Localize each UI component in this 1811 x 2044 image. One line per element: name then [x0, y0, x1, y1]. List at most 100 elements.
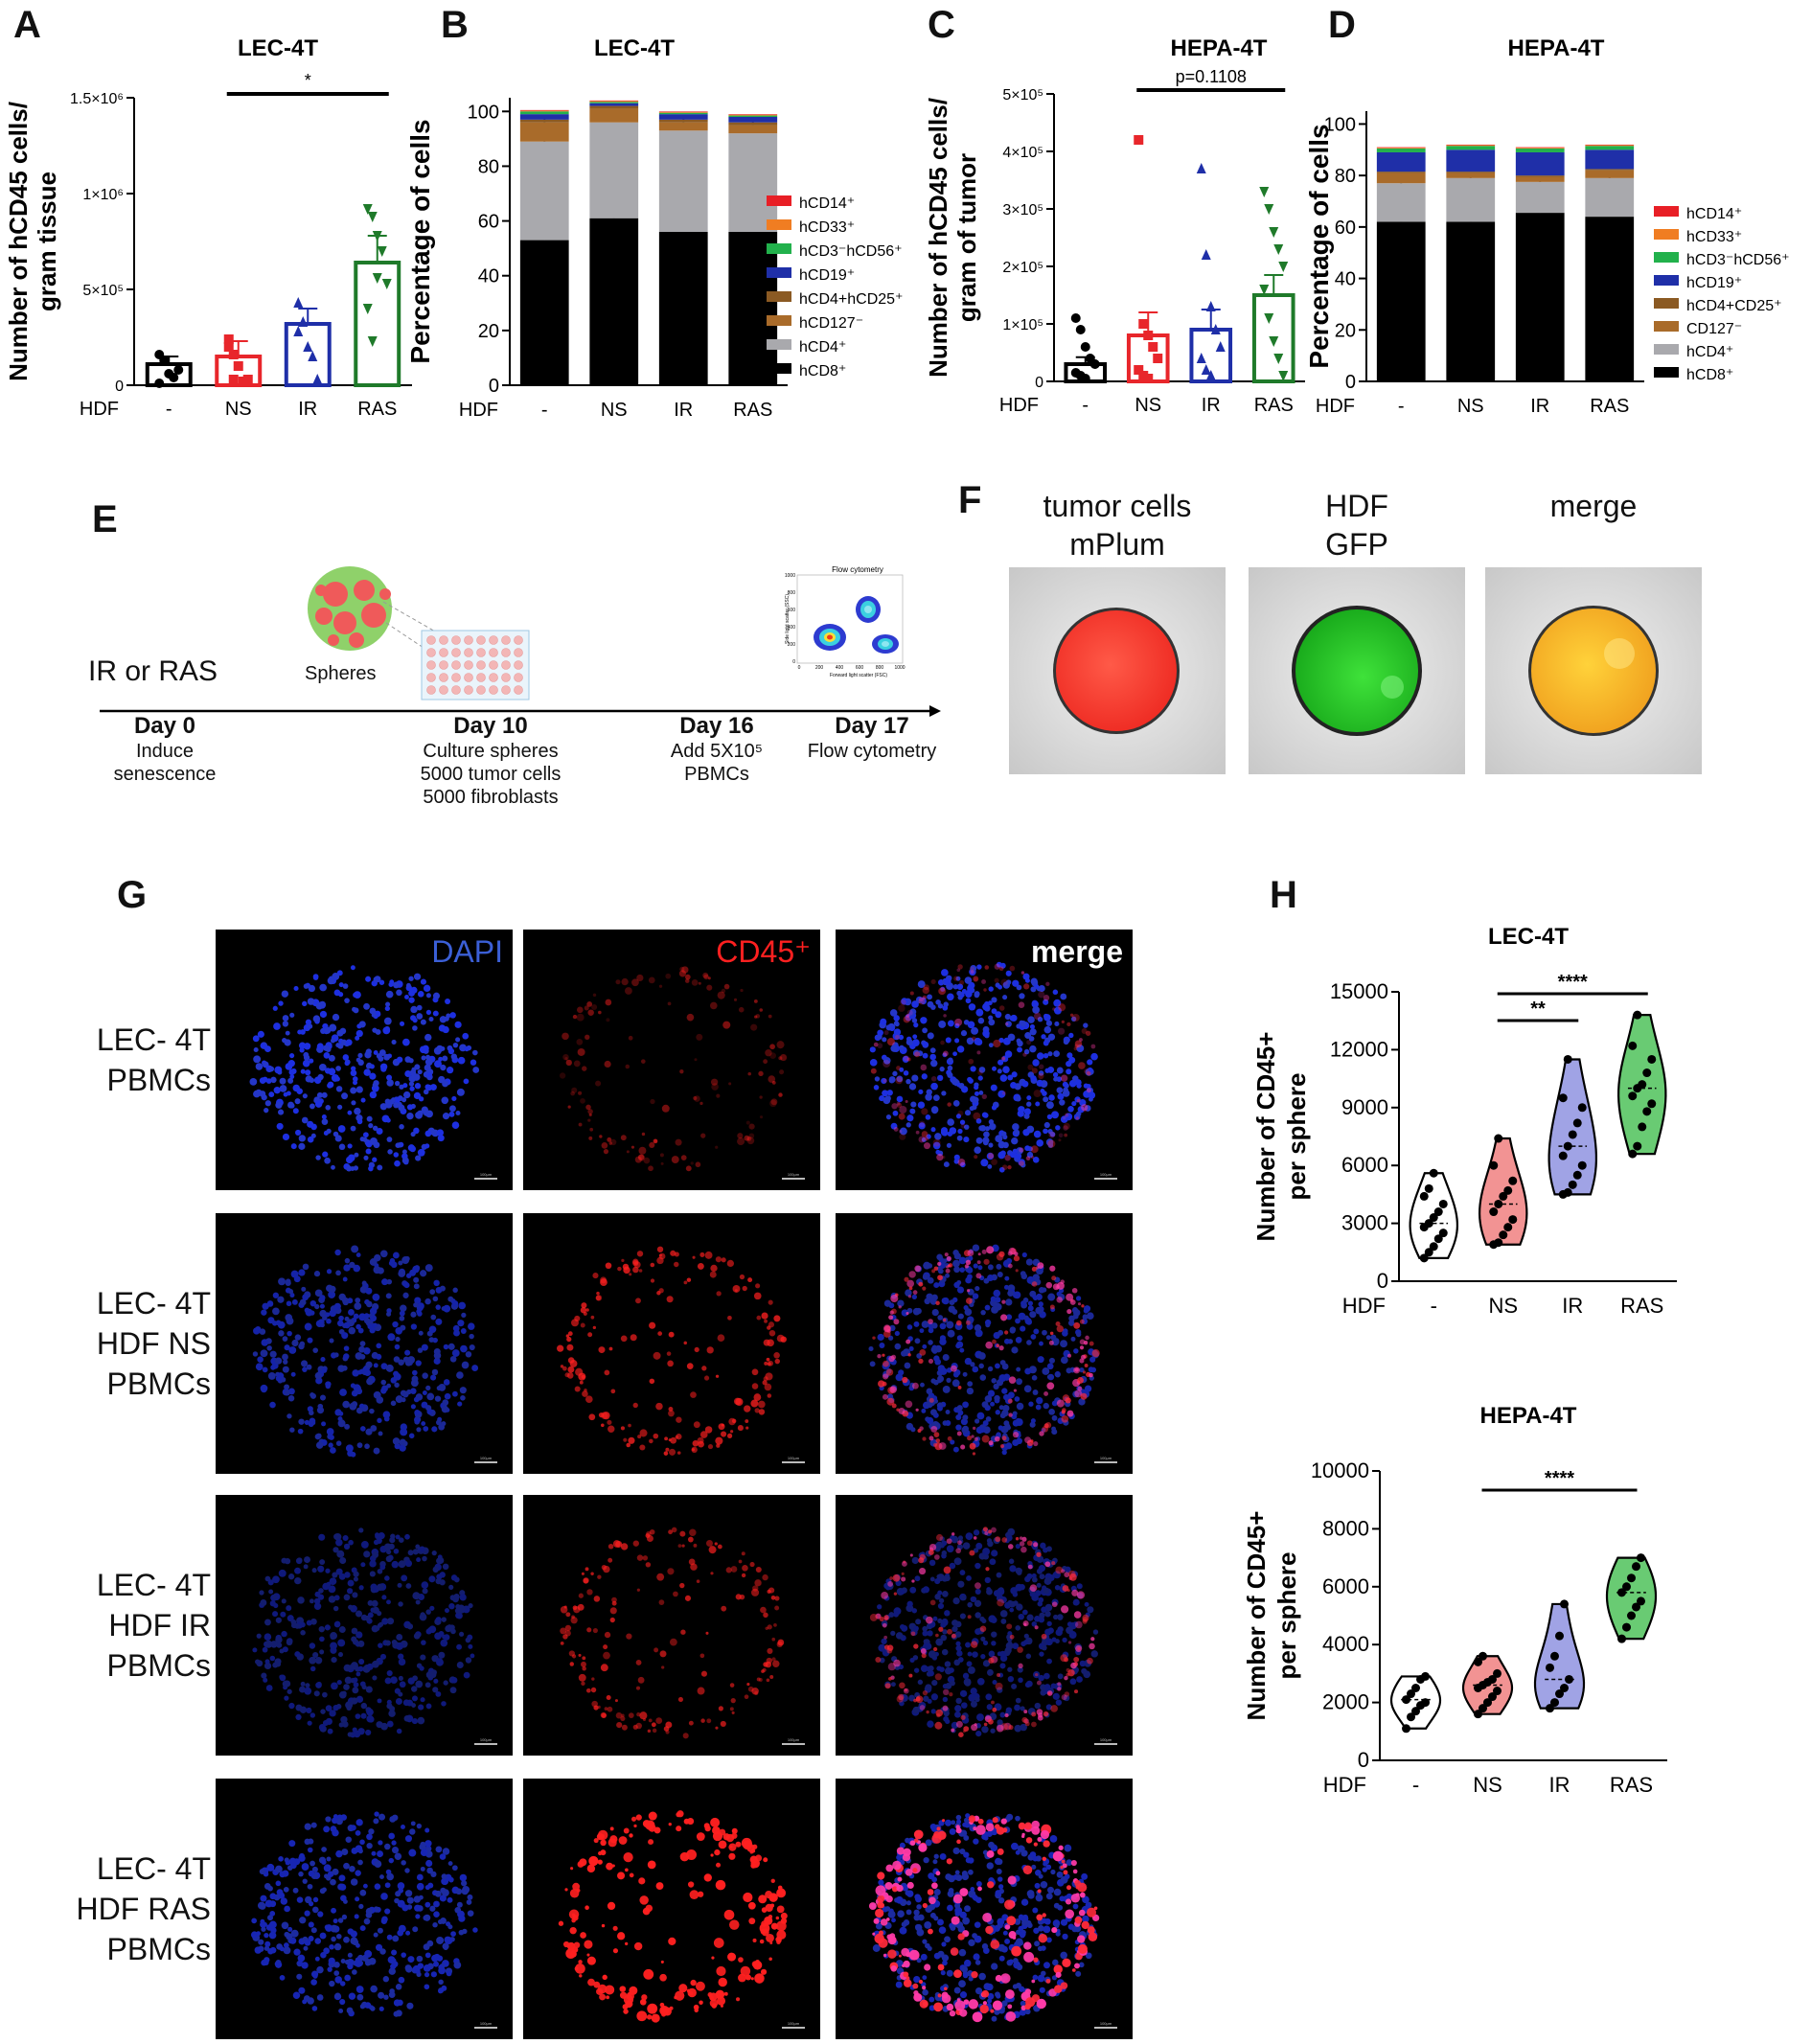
nucleus — [432, 1921, 438, 1928]
nucleus — [360, 1702, 368, 1710]
cd45-cell — [590, 1315, 595, 1320]
nucleus — [383, 1994, 389, 2000]
sphere-illustration — [308, 566, 451, 651]
stacked-segment — [1585, 145, 1635, 147]
nucleus — [973, 1838, 979, 1845]
cd45-cell — [1074, 1040, 1083, 1048]
nucleus — [355, 1298, 361, 1303]
cd45-cell — [1045, 981, 1050, 986]
cd45-cell — [752, 1585, 759, 1592]
nucleus — [455, 1110, 461, 1116]
nucleus — [1022, 1298, 1029, 1303]
cd45-cell — [721, 1605, 727, 1612]
cd45-cell — [936, 1153, 944, 1161]
nucleus — [338, 2008, 344, 2013]
nucleus — [459, 1631, 465, 1637]
nucleus — [954, 1870, 960, 1875]
nucleus — [292, 1084, 300, 1092]
nucleus — [1004, 1275, 1010, 1281]
data-point — [228, 350, 239, 359]
cd45-cell — [888, 1355, 895, 1363]
microscopy-row-label: LEC- 4T PBMCs — [38, 1020, 211, 1100]
legend-swatch — [1654, 367, 1679, 378]
nucleus — [956, 1286, 965, 1294]
nucleus — [283, 1091, 288, 1097]
flow-y-tick-label: 600 — [788, 608, 796, 613]
nucleus — [429, 1905, 436, 1912]
nucleus — [320, 1357, 326, 1363]
nucleus — [962, 1972, 969, 1979]
nucleus — [371, 1599, 378, 1607]
nucleus — [347, 1579, 355, 1587]
nucleus — [355, 1323, 361, 1330]
nucleus — [273, 1603, 279, 1609]
nucleus — [924, 1921, 932, 1929]
nucleus — [394, 1852, 402, 1860]
nucleus — [393, 1999, 401, 2007]
cd45-cell — [1046, 1382, 1055, 1390]
nucleus — [452, 1390, 458, 1397]
nucleus — [386, 1599, 391, 1605]
cd45-cell — [642, 1555, 649, 1561]
data-point — [1143, 374, 1154, 383]
cd45-cell — [639, 1711, 648, 1720]
nucleus — [364, 2002, 372, 2009]
cd45-cell — [718, 1977, 727, 1987]
cd45-cell — [882, 1381, 887, 1387]
cd45-cell — [565, 1948, 577, 1960]
nucleus — [329, 1285, 336, 1293]
nucleus — [913, 1625, 919, 1631]
data-point — [1089, 359, 1100, 369]
cd45-cell — [633, 1941, 643, 1951]
nucleus — [436, 1129, 445, 1137]
cd45-cell — [687, 1881, 695, 1888]
nucleus — [338, 1883, 346, 1891]
nucleus — [919, 1328, 925, 1334]
nucleus — [1046, 1363, 1054, 1370]
nucleus — [257, 1030, 264, 1038]
nucleus — [922, 1041, 928, 1047]
nucleus — [277, 1321, 286, 1329]
nucleus — [365, 1686, 373, 1693]
nucleus — [996, 1572, 1002, 1578]
cd45-cell — [683, 1280, 688, 1285]
nucleus — [453, 1961, 462, 1969]
data-point — [1278, 262, 1289, 272]
nucleus — [988, 1841, 995, 1849]
nucleus — [260, 1384, 268, 1392]
cd45-cell — [610, 1389, 616, 1394]
cd45-cell — [635, 1814, 642, 1821]
cd45-cell — [562, 1366, 567, 1371]
timeline-step-text: Flow cytometry — [807, 741, 937, 762]
nucleus — [930, 1345, 938, 1353]
nucleus — [345, 1836, 352, 1843]
cd45-cell — [679, 1851, 690, 1862]
nucleus — [1053, 999, 1062, 1007]
dapi-nuclei — [252, 1245, 479, 1458]
cd45-cell — [697, 1436, 704, 1444]
nucleus — [342, 983, 349, 989]
nucleus — [350, 1937, 358, 1945]
cd45-cell — [710, 1853, 714, 1857]
nucleus — [335, 1568, 343, 1575]
nucleus — [342, 1276, 348, 1282]
nucleus — [281, 1630, 287, 1638]
cd45-cell — [635, 1298, 641, 1304]
nucleus — [944, 977, 951, 985]
nucleus — [315, 1155, 321, 1160]
cd45-cell — [715, 1436, 723, 1445]
nucleus — [433, 1911, 440, 1918]
nucleus — [392, 1437, 401, 1445]
nucleus — [1024, 1682, 1031, 1688]
nucleus — [311, 2006, 318, 2011]
nucleus — [365, 1300, 373, 1308]
nucleus — [338, 1315, 344, 1321]
nucleus — [356, 1993, 364, 2001]
cd45-cell — [599, 1993, 607, 2001]
nucleus — [342, 1534, 349, 1542]
cd45-cell — [889, 1310, 894, 1315]
cd45-cell — [879, 1617, 884, 1622]
nucleus — [368, 1957, 377, 1965]
nucleus — [279, 1077, 287, 1085]
nucleus — [1007, 1074, 1014, 1081]
